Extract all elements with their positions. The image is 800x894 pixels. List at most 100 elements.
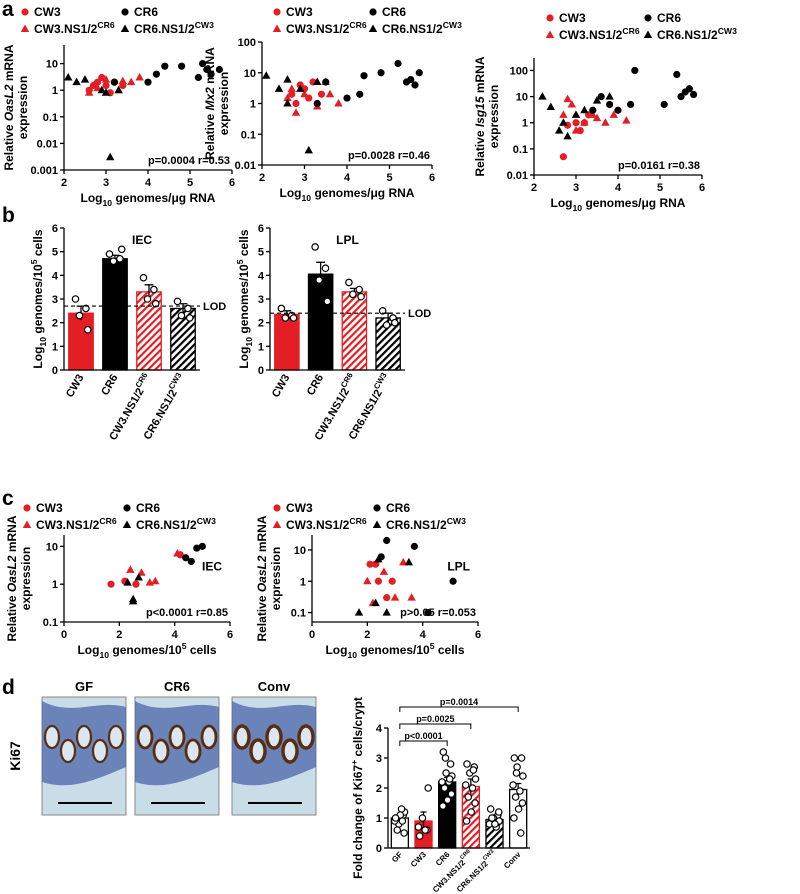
data-point bbox=[597, 93, 605, 101]
data-point bbox=[516, 787, 524, 795]
data-point bbox=[518, 799, 527, 807]
data-point bbox=[127, 77, 136, 86]
data-point bbox=[281, 314, 290, 322]
data-point bbox=[296, 84, 305, 92]
y-tick-label: 1 bbox=[250, 99, 256, 111]
data-point bbox=[132, 580, 140, 588]
data-point bbox=[313, 77, 322, 86]
data-point bbox=[83, 325, 92, 334]
data-point bbox=[397, 805, 406, 813]
legend-marker bbox=[20, 24, 30, 32]
data-point bbox=[193, 544, 201, 552]
y-axis-label-part: mRNA bbox=[255, 515, 269, 555]
x-axis-label-part: cells bbox=[435, 643, 465, 657]
y-axis-label-part: 5 bbox=[235, 259, 245, 264]
data-point bbox=[291, 108, 301, 116]
legend-marker bbox=[272, 24, 282, 32]
y-tick-label: 6 bbox=[52, 223, 58, 235]
x-axis-label: Log10 genomes/105 cells bbox=[325, 641, 464, 660]
legend-label-part: CR6.NS1/2 bbox=[134, 22, 195, 36]
x-tick-label: CR6.NS1/2CW3 bbox=[344, 370, 394, 441]
y-axis-label-part: + bbox=[349, 760, 359, 765]
x-tick-label-part: CR6 bbox=[459, 849, 471, 861]
x-tick-label: 6 bbox=[229, 177, 235, 189]
legend-label-part: CR6 bbox=[136, 501, 160, 515]
legend-label: CW3 bbox=[36, 501, 63, 515]
x-tick-label: 5 bbox=[386, 172, 392, 184]
legend-label: CR6 bbox=[382, 5, 406, 19]
data-point bbox=[424, 608, 432, 617]
data-point bbox=[187, 557, 195, 566]
y-tick-label: 0.1 bbox=[291, 608, 306, 620]
data-point bbox=[128, 594, 138, 603]
x-axis-label-part: genomes/μg RNA bbox=[112, 191, 216, 205]
data-point bbox=[173, 297, 182, 306]
x-axis-label-part: Log bbox=[325, 643, 347, 657]
legend-marker bbox=[121, 8, 129, 16]
image-title: GF bbox=[75, 679, 93, 694]
data-point bbox=[468, 784, 477, 792]
data-point bbox=[105, 250, 114, 258]
data-point bbox=[355, 285, 364, 294]
comparison-bracket bbox=[399, 723, 472, 729]
crypt bbox=[152, 738, 170, 764]
data-point bbox=[101, 88, 111, 96]
data-point bbox=[182, 554, 190, 562]
x-tick-label-part: CW3.NS1/2 bbox=[107, 386, 146, 442]
data-point bbox=[343, 94, 351, 102]
y-tick-label: 10 bbox=[294, 545, 306, 557]
x-tick-label: CW3 bbox=[64, 373, 87, 400]
x-axis-label-part: 10 bbox=[103, 198, 113, 208]
data-point bbox=[93, 83, 102, 92]
x-axis-label: Log10 genomes/μg RNA bbox=[280, 186, 415, 203]
legend-marker bbox=[273, 504, 281, 512]
y-axis-label-part: Relative bbox=[203, 111, 217, 160]
x-axis-label-part: genomes/10 bbox=[109, 643, 182, 657]
x-tick-label: 4 bbox=[615, 182, 622, 194]
data-point bbox=[203, 65, 211, 74]
x-tick-label-part: Conv bbox=[502, 850, 523, 871]
data-point bbox=[391, 318, 399, 327]
data-point bbox=[116, 254, 124, 263]
data-point bbox=[363, 576, 372, 585]
data-point bbox=[441, 754, 450, 762]
x-tick-label-part: CR6 bbox=[434, 850, 452, 868]
x-tick-label: 4 bbox=[344, 172, 351, 184]
legend-label-part: CW3 bbox=[36, 501, 63, 515]
x-tick-label-part: CW3 bbox=[372, 370, 389, 390]
x-tick-label: 2 bbox=[61, 177, 67, 189]
stain-label: Ki67 bbox=[7, 741, 23, 771]
x-tick-label-part: CR6.NS1/2 bbox=[347, 388, 385, 442]
legend-marker bbox=[122, 520, 132, 528]
bar bbox=[102, 258, 128, 371]
data-point bbox=[571, 110, 581, 118]
data-point bbox=[72, 77, 81, 86]
crypt bbox=[200, 724, 218, 750]
legend-label: CW3.NS1/2CR6 bbox=[286, 516, 367, 532]
y-tick-label: 3 bbox=[376, 753, 382, 765]
y-axis-label: expression bbox=[487, 85, 501, 148]
data-point bbox=[592, 96, 602, 104]
data-point bbox=[360, 72, 368, 80]
annotation: p=0.0004 r=0.53 bbox=[148, 155, 230, 167]
annotation: p=0.0161 r=0.38 bbox=[618, 160, 700, 172]
x-tick-label-part: CW3.NS1/2 bbox=[313, 386, 352, 442]
y-axis-label: Relative OasL2 mRNA bbox=[5, 515, 19, 641]
y-axis-label-part: Log bbox=[237, 347, 251, 369]
data-point bbox=[371, 598, 380, 607]
x-tick-label: 6 bbox=[475, 629, 481, 641]
y-axis-label-part: expression bbox=[269, 547, 283, 610]
legend-label-part: CR6 bbox=[349, 20, 366, 30]
annotation: p>0.05 r=0.053 bbox=[400, 607, 476, 619]
y-tick-label: 6 bbox=[258, 223, 264, 235]
x-tick-label: Conv bbox=[502, 850, 523, 871]
x-tick-label-part: CW3 bbox=[270, 373, 293, 400]
crypt bbox=[59, 738, 77, 764]
data-point bbox=[511, 793, 520, 801]
data-point bbox=[486, 805, 495, 813]
data-point bbox=[559, 110, 568, 118]
y-tick-label: 2 bbox=[376, 783, 382, 795]
legend-marker bbox=[368, 24, 378, 32]
data-point bbox=[139, 273, 148, 282]
data-point bbox=[605, 92, 614, 100]
